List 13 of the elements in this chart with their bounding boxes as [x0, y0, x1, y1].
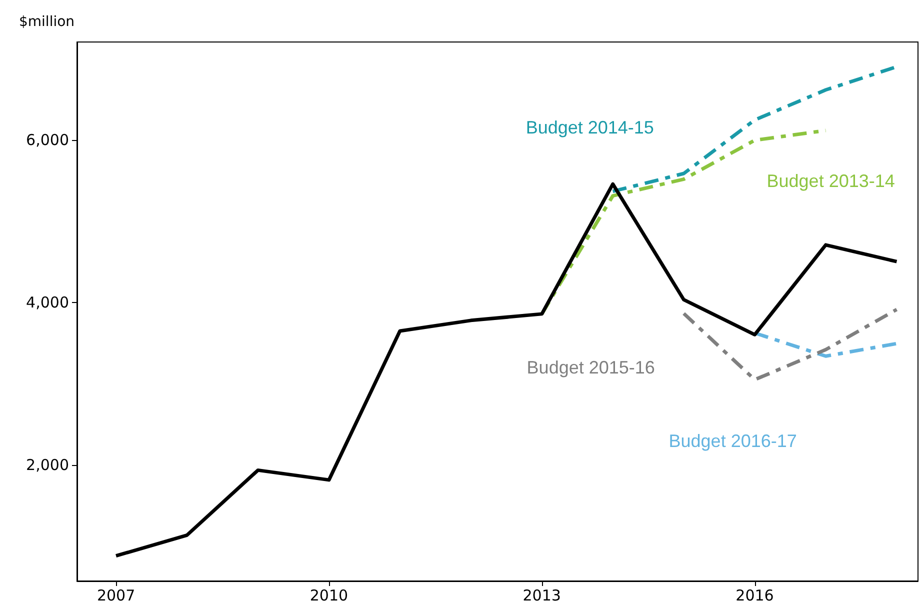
series-label: Budget 2013-14 — [766, 171, 895, 192]
text: Budget 2014-15 — [526, 117, 654, 138]
x-tick-label: 2013 — [522, 586, 561, 604]
y-tick-label: 2,000 — [26, 456, 69, 474]
line-series — [682, 308, 898, 382]
x-tick-label: 2016 — [736, 586, 774, 604]
text: Budget 2016-17 — [668, 431, 797, 452]
y-axis-title: $million — [19, 14, 75, 30]
x-tick-label: 2010 — [310, 586, 348, 604]
text: Budget 2015-16 — [526, 358, 655, 378]
y-tick-label: 6,000 — [26, 131, 69, 150]
x-tick-label: 2007 — [96, 586, 136, 604]
y-tick-label: 4,000 — [26, 294, 69, 312]
